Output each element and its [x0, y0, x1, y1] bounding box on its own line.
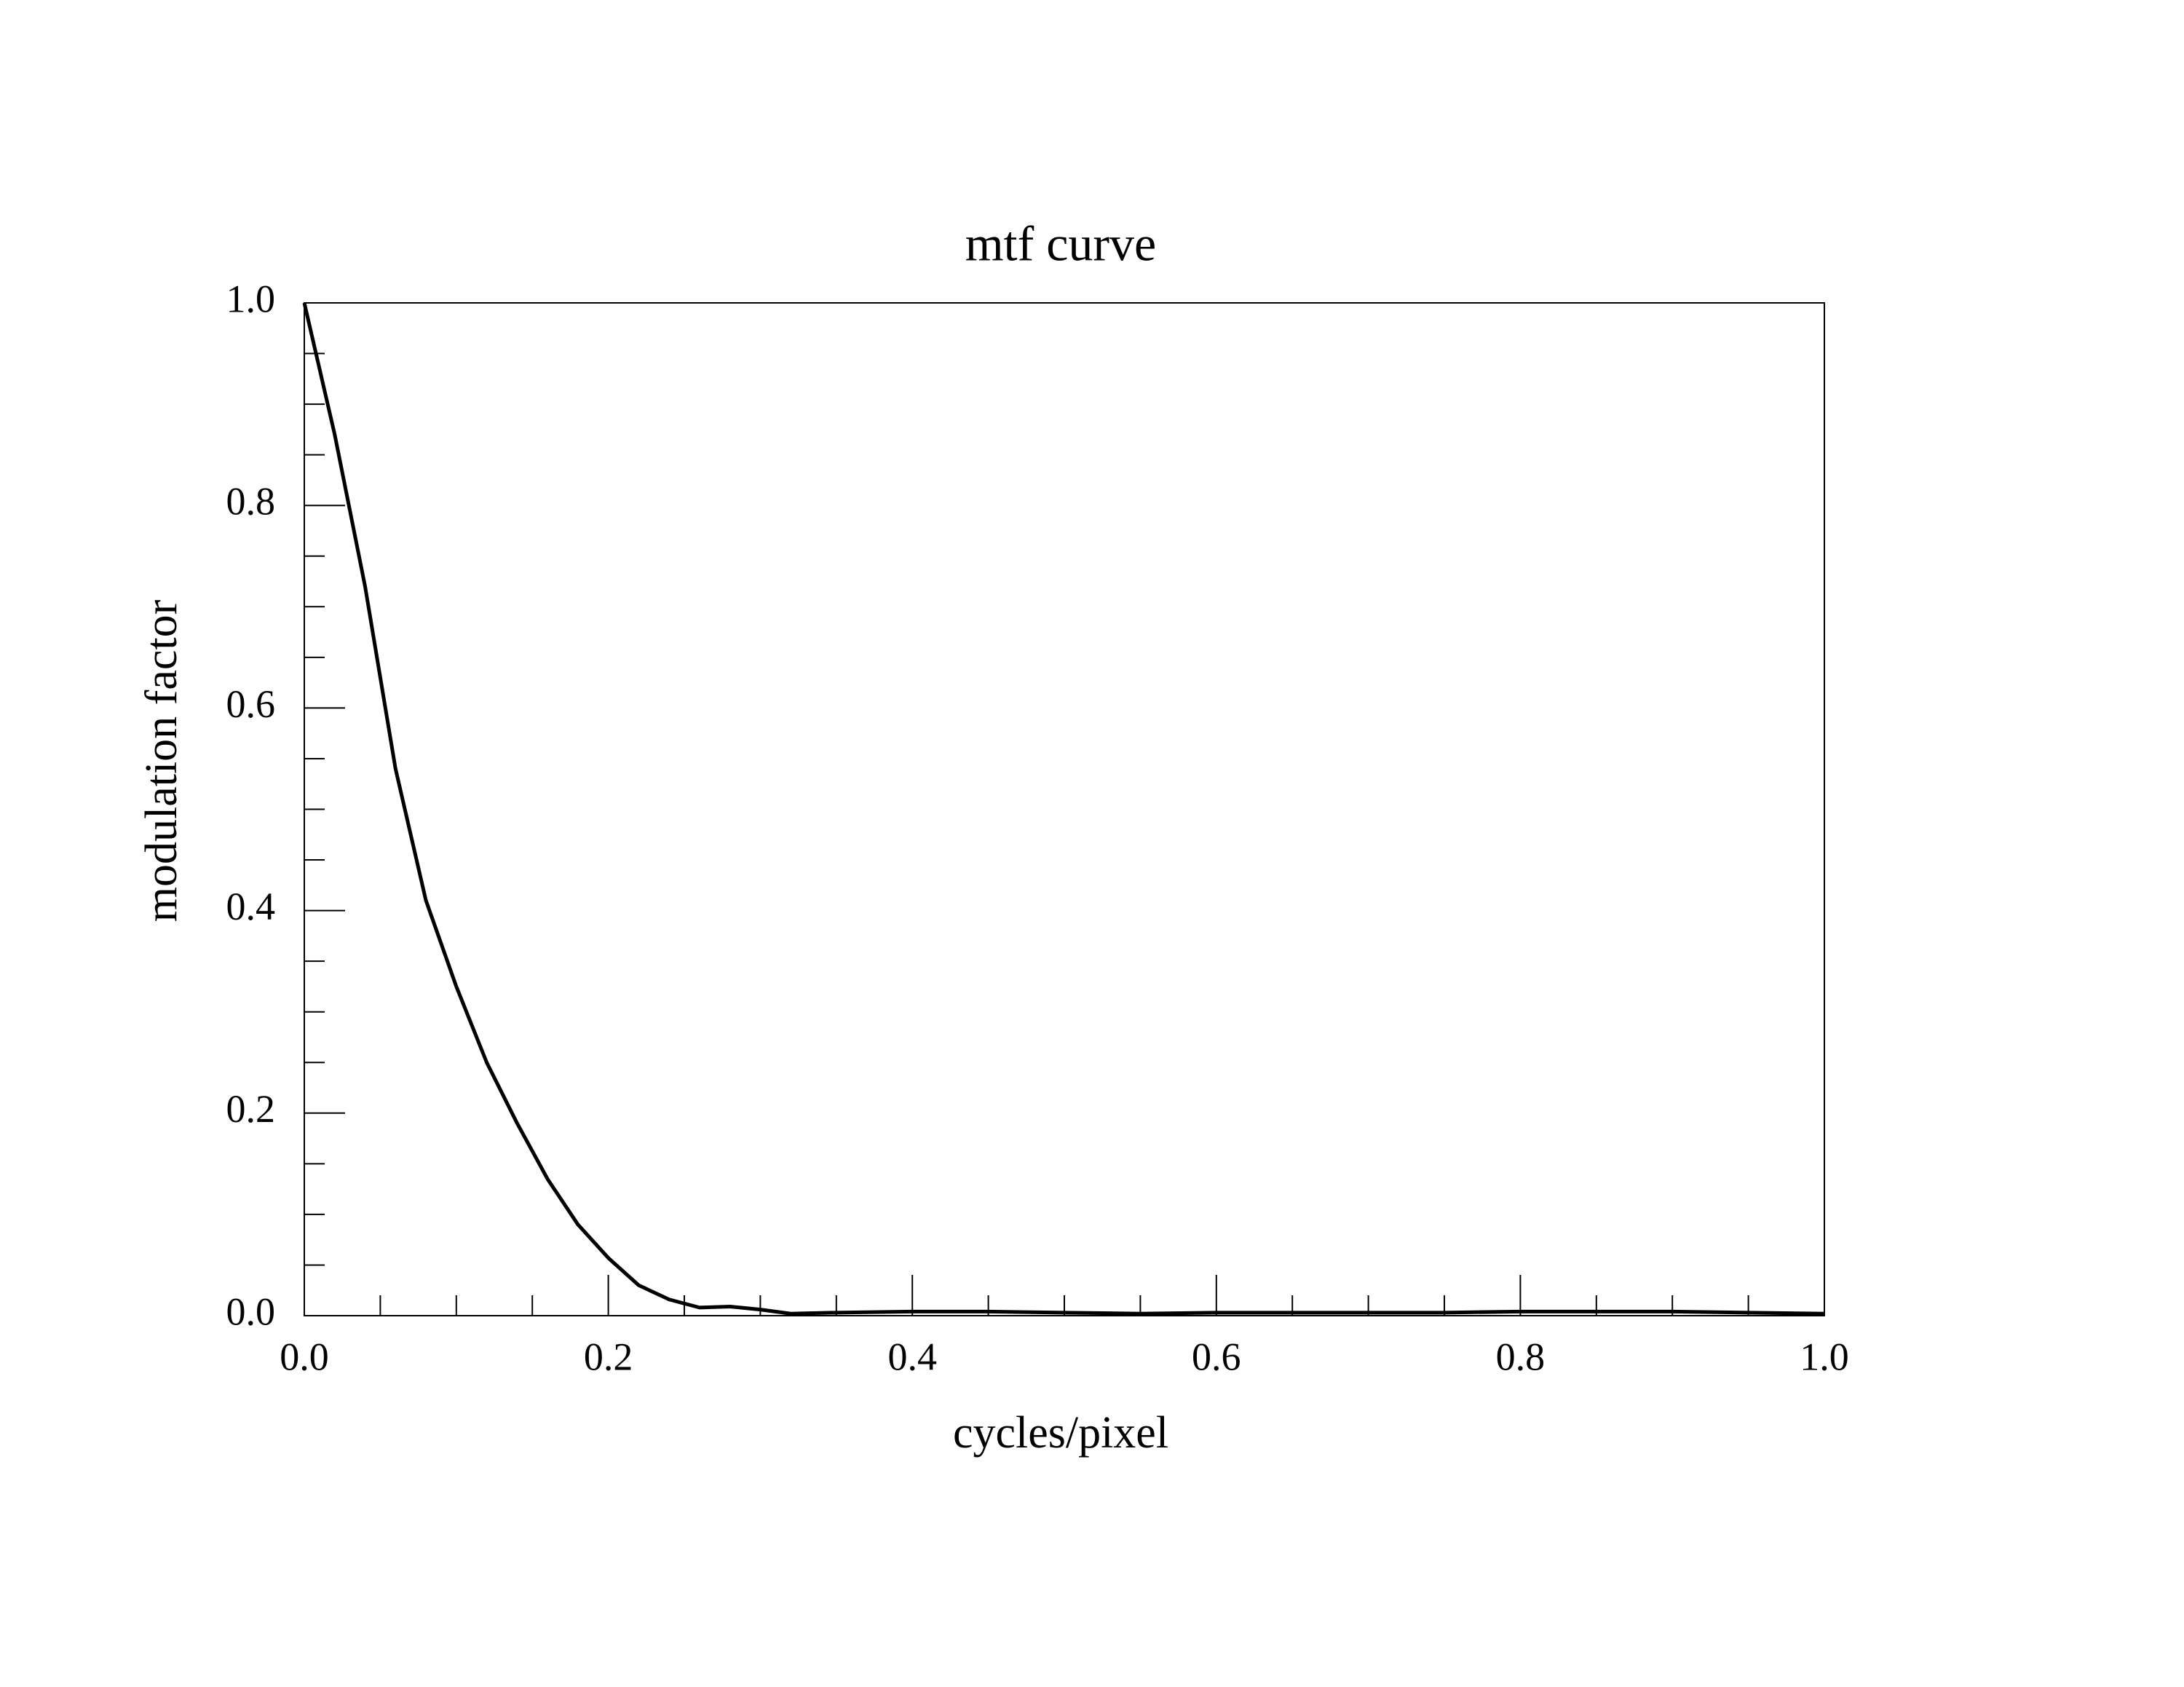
plot-frame — [304, 302, 1825, 1316]
y-tick-label: 0.0 — [226, 1289, 276, 1333]
x-axis-label: cycles/pixel — [953, 1408, 1168, 1458]
y-tick-label: 0.2 — [226, 1087, 276, 1131]
x-tick-label: 0.6 — [1192, 1335, 1241, 1378]
x-tick-label: 0.0 — [280, 1335, 329, 1378]
x-tick-label: 0.8 — [1496, 1335, 1546, 1378]
y-tick-label: 1.0 — [226, 277, 276, 320]
x-tick-label: 0.4 — [887, 1335, 937, 1378]
y-tick-label: 0.8 — [226, 480, 276, 524]
x-tick-label: 0.2 — [584, 1335, 633, 1378]
y-axis-label: modulation factor — [137, 599, 186, 922]
x-tick-label: 1.0 — [1800, 1335, 1849, 1378]
y-tick-label: 0.6 — [226, 682, 276, 726]
line-series — [302, 302, 1825, 1316]
y-tick-label: 0.4 — [226, 885, 276, 928]
chart-title: mtf curve — [965, 216, 1156, 272]
